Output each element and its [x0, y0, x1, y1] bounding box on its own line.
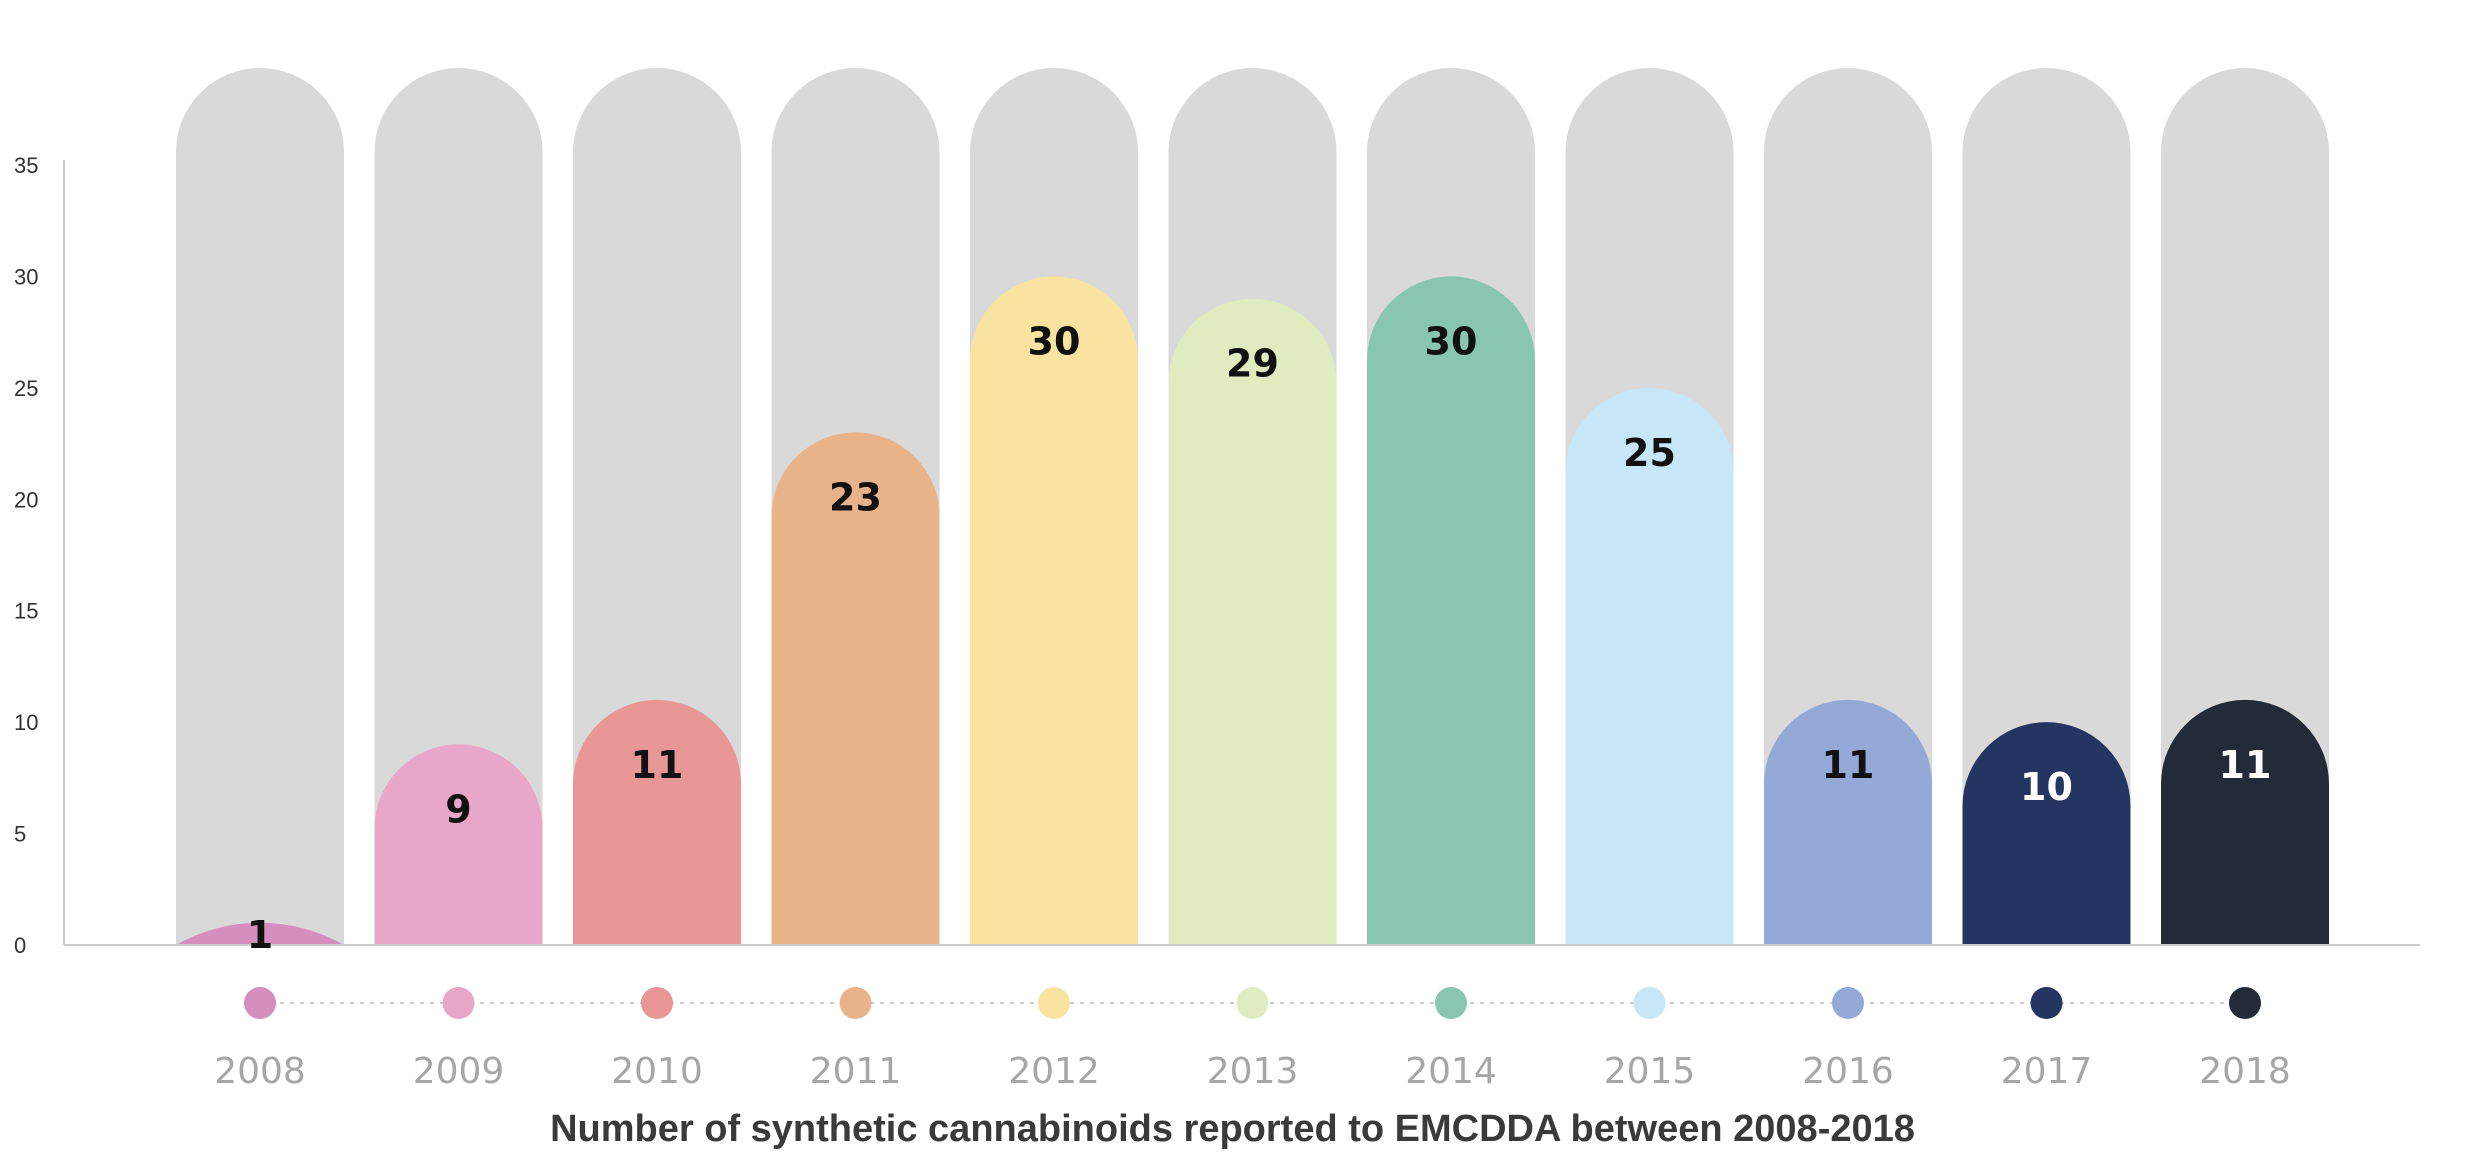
- y-tick-label: 0: [14, 933, 26, 958]
- year-dot-2009: [442, 987, 475, 1019]
- value-label-2012: 30: [1028, 319, 1081, 363]
- bar-2014: [1367, 276, 1535, 945]
- x-tick-labels: 2008 2009 2010 2011 2012 2013 2014 2015 2016 2017…: [214, 1051, 2291, 1092]
- bar-2016: [1764, 699, 1932, 945]
- year-dots: [244, 987, 2261, 1019]
- bar-2011: [771, 432, 940, 946]
- y-tick-labels: 0 5 10 15 20 25 30 35: [14, 153, 38, 958]
- value-label-2009: 9: [445, 787, 471, 831]
- value-label-2017: 10: [2020, 765, 2073, 809]
- background-bar: [1962, 68, 2131, 945]
- year-dot-2008: [244, 987, 276, 1019]
- x-tick-label-2016: 2016: [1802, 1051, 1894, 1092]
- chart-title: Number of synthetic cannabinoids reporte…: [550, 1108, 1915, 1150]
- year-dot-2014: [1435, 987, 1467, 1019]
- value-label-2015: 25: [1623, 431, 1676, 475]
- x-tick-label-2010: 2010: [611, 1051, 703, 1092]
- x-tick-label-2014: 2014: [1405, 1051, 1497, 1092]
- y-tick-label: 25: [14, 376, 38, 401]
- bar-2013: [1168, 298, 1337, 945]
- bar-2009: [374, 744, 543, 945]
- bar-2008: [176, 922, 344, 945]
- x-tick-label-2017: 2017: [2001, 1051, 2093, 1092]
- value-label-2008: 1: [247, 913, 273, 957]
- x-tick-label-2018: 2018: [2199, 1051, 2291, 1092]
- background-bar: [176, 68, 344, 945]
- value-label-2014: 30: [1425, 319, 1478, 363]
- bar-2018: [2161, 699, 2329, 945]
- y-tick-label: 15: [14, 599, 38, 624]
- year-dot-2013: [1236, 987, 1269, 1019]
- year-dot-2015: [1633, 987, 1666, 1019]
- x-tick-label-2009: 2009: [413, 1051, 505, 1092]
- year-dot-2012: [1038, 987, 1070, 1019]
- value-label-2016: 11: [1822, 743, 1875, 787]
- year-dot-2018: [2229, 987, 2261, 1019]
- value-bars: [176, 276, 2329, 946]
- year-dot-2010: [641, 987, 673, 1019]
- bar-2015: [1565, 387, 1734, 945]
- x-tick-label-2015: 2015: [1604, 1051, 1696, 1092]
- y-tick-label: 10: [14, 710, 38, 735]
- y-tick-label: 5: [14, 822, 26, 847]
- value-label-2018: 11: [2219, 743, 2272, 787]
- bar-2017: [1962, 722, 2131, 945]
- y-tick-label: 35: [14, 153, 38, 178]
- value-label-2013: 29: [1226, 342, 1279, 386]
- value-label-2011: 23: [829, 475, 882, 519]
- background-bar: [374, 68, 543, 945]
- x-tick-label-2008: 2008: [214, 1051, 306, 1092]
- x-tick-label-2012: 2012: [1008, 1051, 1100, 1092]
- x-tick-label-2013: 2013: [1207, 1051, 1299, 1092]
- y-tick-label: 20: [14, 487, 38, 512]
- year-dot-2011: [839, 987, 872, 1019]
- year-dot-2016: [1832, 987, 1864, 1019]
- bar-2010: [573, 699, 741, 945]
- year-dot-2017: [2030, 987, 2063, 1019]
- x-tick-label-2011: 2011: [810, 1051, 902, 1092]
- y-tick-label: 30: [14, 264, 38, 289]
- value-labels: 1 9 11 23 30 29 30 25 11 10 11: [247, 319, 2272, 956]
- bar-2012: [970, 276, 1138, 945]
- value-label-2010: 11: [631, 743, 684, 787]
